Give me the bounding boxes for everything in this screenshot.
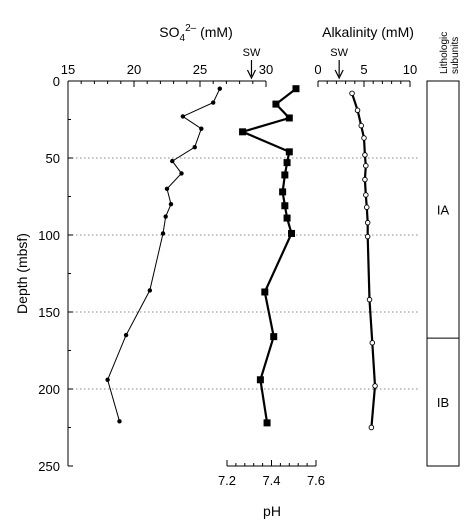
sulfate-tick-label: 30 (259, 62, 273, 77)
sulfate-title-main: SO (159, 24, 179, 40)
sulfate-data-point (163, 214, 168, 219)
sulfate-data-point (168, 202, 174, 207)
lithology-title-line1: Lithologic (439, 32, 450, 74)
ph-data-point (285, 114, 293, 122)
alkalinity-tick-label: 5 (360, 62, 367, 77)
alkalinity-data-point (363, 192, 369, 198)
ph-axis-title: pH (263, 503, 281, 519)
alkalinity-data-point (362, 152, 368, 158)
ph-data-point (281, 171, 289, 179)
sulfate-series-line (107, 88, 221, 422)
sulfate-data-point (164, 186, 170, 191)
y-axis-title: Depth (mbsf) (14, 233, 30, 314)
lithology-column (426, 80, 460, 467)
lithology-unit-label: IA (437, 203, 450, 218)
alkalinity-data-point (362, 176, 368, 183)
alkalinity-tick-label: 10 (403, 62, 417, 77)
ph-data-point (272, 100, 280, 108)
alkalinity-tick-label: 0 (314, 62, 321, 77)
y-tick-label: 200 (38, 382, 60, 397)
sulfate-data-point (192, 145, 197, 150)
alkalinity-data-point (364, 204, 370, 211)
alkalinity-axis-title: Alkalinity (mM) (322, 24, 414, 40)
sulfate-seawater-arrow-head (246, 69, 257, 80)
alkalinity-data-point (349, 90, 355, 97)
sulfate-tick-label: 15 (61, 62, 75, 77)
alkalinity-data-point (363, 162, 369, 169)
alkalinity-data-point (372, 383, 378, 389)
lithology-unit-label: IB (437, 395, 449, 410)
alkalinity-data-point (354, 107, 361, 114)
alkalinity-seawater-arrow-head (334, 69, 344, 80)
ph-data-point (270, 333, 278, 341)
sulfate-tick-label: 20 (127, 62, 141, 77)
y-tick-label: 250 (38, 459, 60, 474)
alkalinity-data-point (364, 219, 371, 226)
sulfate-data-point (217, 86, 222, 91)
ph-data-point (281, 202, 289, 210)
sulfate-data-point (105, 377, 110, 382)
y-tick-label: 50 (46, 151, 60, 166)
ph-data-point (292, 85, 300, 93)
alkalinity-data-point (369, 340, 376, 346)
ph-tick-label: 7.4 (262, 473, 280, 488)
sulfate-title-sup: 2– (185, 23, 197, 34)
sulfate-data-point (170, 158, 175, 164)
ph-data-point (239, 128, 247, 136)
y-tick-label: 150 (38, 305, 60, 320)
alkalinity-data-point (358, 122, 364, 129)
alkalinity-seawater-label: SW (330, 47, 348, 59)
y-tick-label: 100 (38, 228, 60, 243)
sulfate-data-point (199, 126, 204, 131)
alkalinity-data-point (368, 424, 375, 431)
y-tick-label: 0 (53, 74, 60, 89)
ph-data-point (285, 148, 293, 156)
ph-data-point (283, 214, 291, 222)
ph-tick-label: 7.6 (307, 473, 325, 488)
sulfate-title-unit: (mM) (196, 24, 233, 40)
ph-data-point (279, 188, 287, 196)
lithology-title-line2: subunits (450, 37, 461, 74)
sulfate-data-point (211, 100, 216, 105)
alkalinity-data-point (364, 233, 371, 240)
sulfate-title-sub: 4 (180, 33, 186, 44)
ph-data-point (261, 288, 269, 296)
alkalinity-series-line (350, 92, 377, 428)
sulfate-seawater-label: SW (243, 47, 261, 59)
sulfate-data-point (123, 332, 129, 338)
ph-data-point (283, 159, 291, 167)
ph-data-point (263, 419, 271, 427)
alkalinity-data-point (361, 135, 367, 141)
sulfate-data-point (160, 231, 166, 236)
sulfate-data-point (117, 419, 122, 424)
ph-data-point (288, 229, 296, 237)
ph-tick-label: 7.2 (218, 473, 236, 488)
sulfate-data-point (147, 288, 153, 293)
sulfate-axis-title: SO42– (mM) (159, 23, 232, 44)
alkalinity-data-point (366, 296, 373, 303)
sulfate-tick-label: 25 (193, 62, 207, 77)
sulfate-data-point (180, 114, 186, 119)
sulfate-data-point (179, 171, 184, 176)
ph-data-point (256, 376, 264, 384)
ph-series-line (239, 87, 297, 424)
